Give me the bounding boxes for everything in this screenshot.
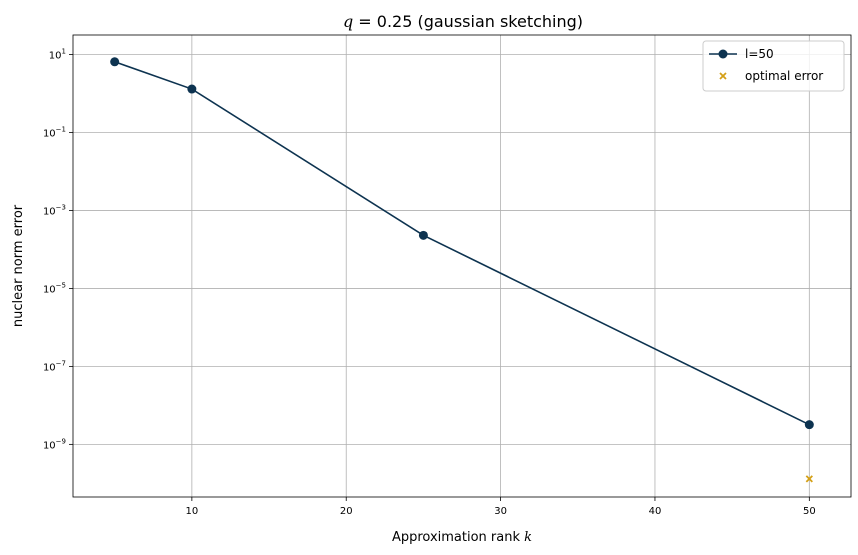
x-axis-label-var: k: [524, 530, 532, 545]
x-axis-label: Approximation rank k: [392, 530, 532, 545]
grid: [73, 35, 851, 497]
legend-box: [702, 40, 845, 92]
data-point-l50: [110, 57, 120, 67]
legend-marker-optimal: [719, 72, 727, 80]
data-point-optimal-error: [805, 475, 813, 483]
series-line-l50: [114, 61, 810, 426]
plot-frame: [72, 34, 852, 498]
y-tick-label: 10−5: [43, 281, 66, 295]
title-eq: = 0.25: [353, 12, 412, 31]
legend-label-l50: l=50: [745, 47, 774, 61]
legend-label-optimal: optimal error: [745, 69, 823, 83]
title-rest: (gaussian sketching): [412, 12, 583, 31]
legend-marker-l50: [718, 49, 728, 59]
y-axis-label: nuclear norm error: [11, 204, 26, 327]
x-ticks: 10 20 30 40 50: [185, 497, 816, 517]
data-point-l50: [187, 84, 197, 94]
series-layer: [110, 57, 814, 483]
data-point-l50: [418, 230, 428, 240]
y-tick-label: 101: [49, 47, 66, 61]
x-axis-label-text: Approximation rank: [392, 530, 524, 545]
x-tick-label: 10: [185, 506, 198, 517]
data-point-l50: [804, 420, 814, 430]
x-tick-label: 30: [494, 506, 507, 517]
x-tick-label: 50: [803, 506, 816, 517]
x-tick-label: 20: [340, 506, 353, 517]
y-tick-label: 10−7: [43, 359, 66, 373]
legend: l=50 optimal error: [702, 40, 845, 92]
y-tick-label: 10−3: [43, 203, 66, 217]
title-var: q: [343, 12, 353, 31]
y-ticks: 101 10−1 10−3 10−5 10−7 10−9: [43, 47, 73, 451]
chart-title: q = 0.25 (gaussian sketching): [343, 12, 583, 31]
y-tick-label: 10−9: [43, 437, 66, 451]
x-tick-label: 40: [649, 506, 662, 517]
y-tick-label: 10−1: [43, 125, 66, 139]
